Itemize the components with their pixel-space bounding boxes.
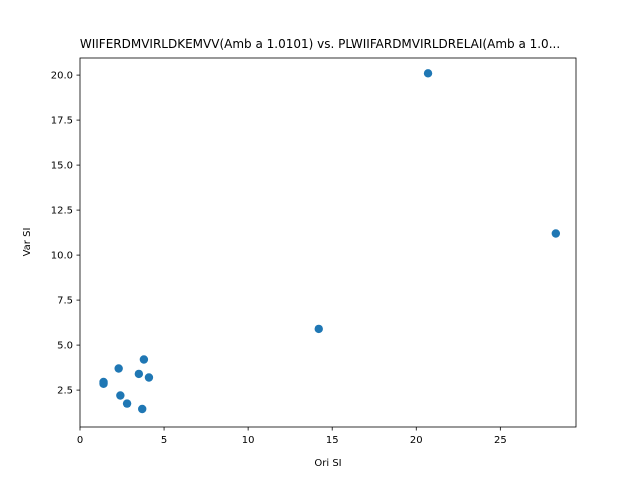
x-axis-label: Ori SI bbox=[314, 458, 341, 469]
data-point bbox=[551, 229, 561, 238]
y-tick-label: 20.0 bbox=[51, 71, 73, 82]
y-tick-label: 12.5 bbox=[51, 206, 73, 217]
data-point bbox=[144, 373, 154, 382]
x-axis-ticks: 0 5 10 15 20 25 bbox=[77, 427, 507, 446]
data-point bbox=[114, 364, 123, 373]
y-tick-label: 2.5 bbox=[57, 386, 73, 397]
y-tick-label: 17.5 bbox=[51, 116, 73, 127]
data-points bbox=[99, 69, 561, 414]
y-tick-label: 10.0 bbox=[51, 251, 73, 262]
x-tick-label: 0 bbox=[77, 435, 83, 446]
x-tick-label: 20 bbox=[410, 435, 423, 446]
data-point bbox=[134, 369, 144, 379]
x-tick-label: 10 bbox=[242, 435, 255, 446]
x-tick-label: 15 bbox=[326, 435, 339, 446]
data-point bbox=[314, 324, 323, 334]
data-point bbox=[116, 391, 125, 400]
chart-title: WIIFERDMVIRLDKEMVV(Amb a 1.0101) vs. PLW… bbox=[80, 37, 560, 51]
y-axis-label: Var SI bbox=[22, 228, 33, 257]
plot-area-frame bbox=[79, 57, 577, 428]
y-tick-label: 5.0 bbox=[57, 341, 73, 352]
y-tick-label: 15.0 bbox=[51, 161, 73, 172]
x-tick-label: 25 bbox=[494, 435, 507, 446]
y-tick-label: 7.5 bbox=[57, 296, 73, 307]
data-point bbox=[139, 355, 149, 364]
data-point bbox=[122, 399, 132, 408]
data-point bbox=[423, 69, 433, 78]
x-tick-label: 5 bbox=[161, 435, 167, 446]
data-point bbox=[99, 379, 108, 388]
data-point bbox=[138, 404, 147, 414]
y-axis-ticks: 2.5 5.0 7.5 10.0 12.5 15.0 17.5 20.0 bbox=[51, 71, 80, 397]
